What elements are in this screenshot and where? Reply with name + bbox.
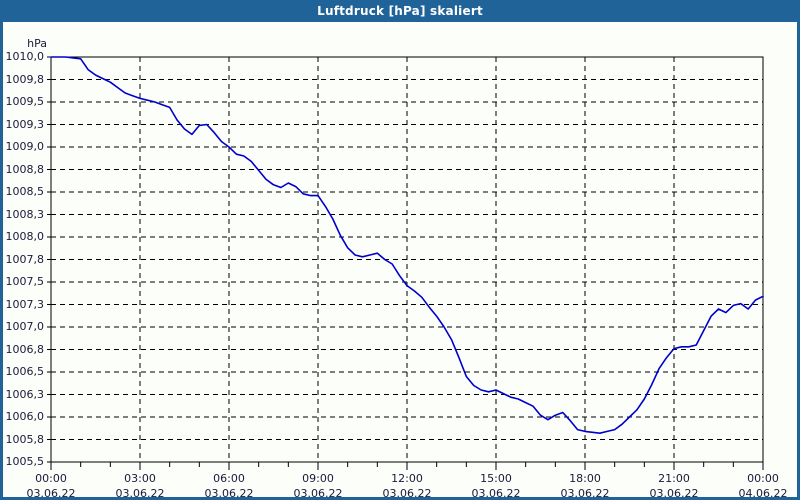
data-series-line xyxy=(50,56,764,434)
y-axis-tick-label: 1007,3 xyxy=(5,297,45,311)
x-axis-tick-date: 03.06.22 xyxy=(293,487,343,500)
x-axis-tick-time: 09:00 xyxy=(302,472,334,485)
y-axis-tick-label: 1006,8 xyxy=(5,342,45,356)
y-axis-tick-label: 1008,3 xyxy=(5,207,45,221)
y-axis-tick-label: 1007,8 xyxy=(5,252,45,266)
x-axis-tick-label: 00:00 03.06.22 xyxy=(6,472,96,500)
x-axis-tick-label: 18:00 03.06.22 xyxy=(540,472,630,500)
y-axis-tick-label: 1008,0 xyxy=(5,230,45,243)
y-axis-unit-label: hPa xyxy=(27,37,47,50)
x-axis-tick-label: 00:00 04.06.22 xyxy=(718,472,800,500)
x-axis-tick-date: 03.06.22 xyxy=(382,487,432,500)
y-axis-tick-label: 1007,5 xyxy=(5,275,45,288)
x-axis-tick-time: 18:00 xyxy=(569,472,601,485)
y-axis-tick-label: 1009,5 xyxy=(5,95,45,108)
x-axis-tick-label: 09:00 03.06.22 xyxy=(273,472,363,500)
x-axis-tick-time: 00:00 xyxy=(747,472,779,485)
chart-plot-area: hPa 1010,0 1009,8 1009,5 1009,3 1009,0 1008,8… xyxy=(3,22,800,500)
x-axis-tick-date: 03.06.22 xyxy=(26,487,76,500)
y-axis-tick-label: 1008,8 xyxy=(5,162,45,176)
x-axis-tick-date: 04.06.22 xyxy=(738,487,788,500)
y-axis-tick-label: 1009,3 xyxy=(5,117,45,131)
y-axis-tick-label: 1010,0 xyxy=(5,50,45,63)
y-axis-tick-label: 1006,5 xyxy=(5,365,45,378)
x-axis-tick-time: 00:00 xyxy=(35,472,67,485)
line-chart-svg xyxy=(47,56,764,470)
y-axis-tick-label: 1006,0 xyxy=(5,410,45,423)
y-axis-tick-label: 1006,3 xyxy=(5,387,45,401)
x-axis-tick-time: 03:00 xyxy=(124,472,156,485)
y-axis-tick-label: 1009,8 xyxy=(5,72,45,86)
x-axis-tick-time: 21:00 xyxy=(658,472,690,485)
x-axis-tick-date: 03.06.22 xyxy=(115,487,165,500)
page-title: Luftdruck [hPa] skaliert xyxy=(317,4,483,18)
x-axis-tick-label: 03:00 03.06.22 xyxy=(95,472,185,500)
x-axis-tick-date: 03.06.22 xyxy=(204,487,254,500)
x-axis-tick-time: 12:00 xyxy=(391,472,423,485)
x-axis-tick-date: 03.06.22 xyxy=(471,487,521,500)
y-axis-tick-label: 1007,0 xyxy=(5,320,45,333)
window-title-bar: Luftdruck [hPa] skaliert xyxy=(0,0,800,22)
x-axis-tick-label: 12:00 03.06.22 xyxy=(362,472,452,500)
x-axis-tick-date: 03.06.22 xyxy=(649,487,699,500)
y-axis-tick-label: 1005,8 xyxy=(5,432,45,446)
x-axis-tick-date: 03.06.22 xyxy=(560,487,610,500)
x-axis-tick-time: 15:00 xyxy=(480,472,512,485)
x-axis-tick-label: 15:00 03.06.22 xyxy=(451,472,541,500)
x-axis-tick-label: 21:00 03.06.22 xyxy=(629,472,719,500)
y-axis-tick-label: 1009,0 xyxy=(5,140,45,153)
y-axis-tick-label: 1005,5 xyxy=(5,455,45,468)
x-axis-tick-time: 06:00 xyxy=(213,472,245,485)
x-axis-tick-label: 06:00 03.06.22 xyxy=(184,472,274,500)
y-axis-tick-label: 1008,5 xyxy=(5,185,45,198)
